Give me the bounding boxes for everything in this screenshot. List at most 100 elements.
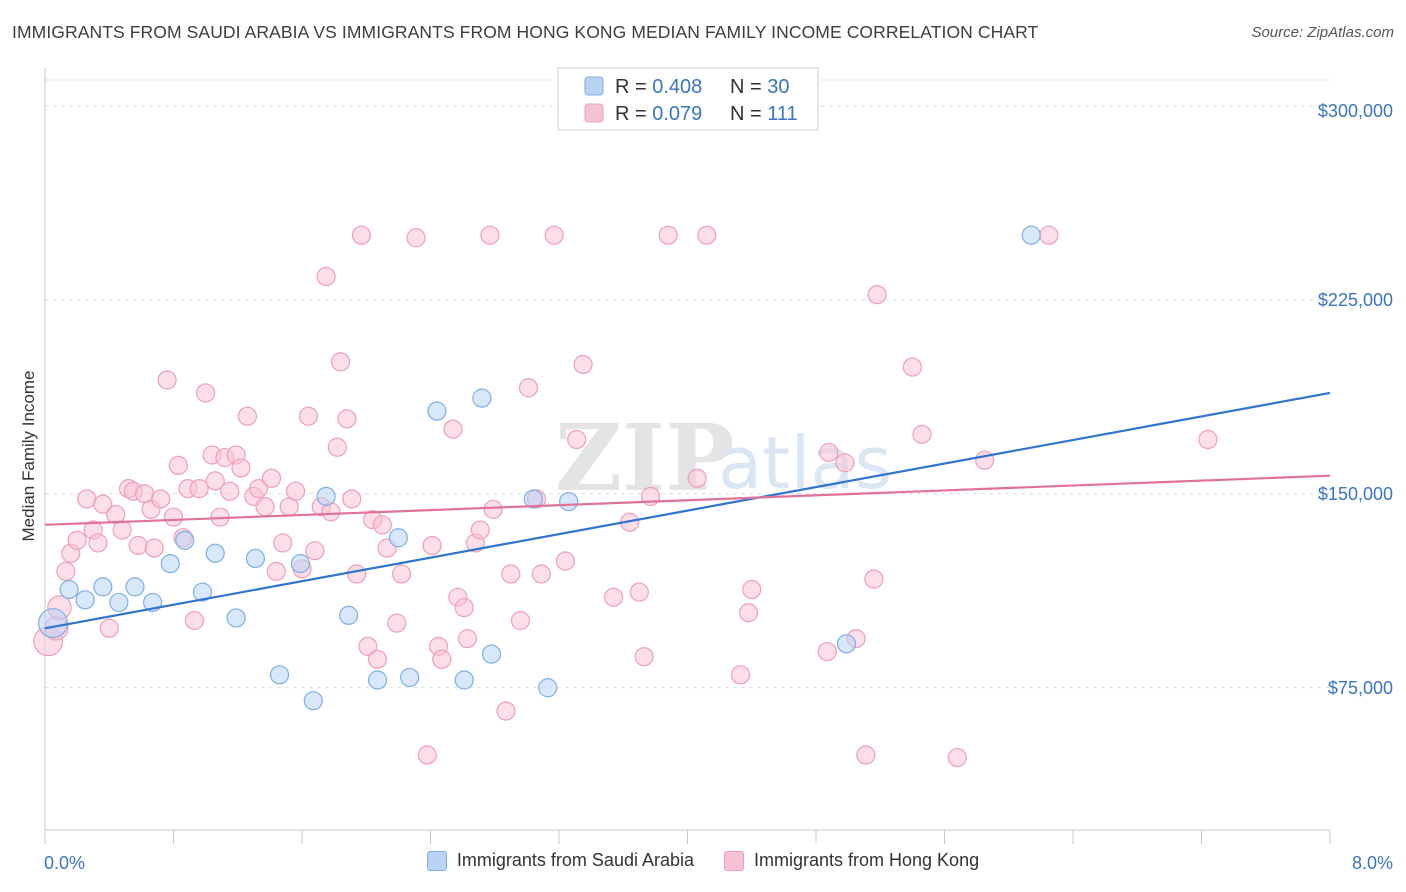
point-saudi-16 xyxy=(316,486,336,506)
point-hongkong-109 xyxy=(1198,429,1218,450)
point-hongkong-107 xyxy=(975,450,995,470)
point-hongkong-70 xyxy=(454,597,474,618)
point-hongkong-95 xyxy=(738,603,759,623)
point-hongkong-55 xyxy=(351,225,372,245)
point-hongkong-5 xyxy=(67,530,87,550)
point-hongkong-88 xyxy=(629,582,649,602)
point-saudi-4 xyxy=(109,592,129,613)
y-tick-label-2: $225,000 xyxy=(1318,290,1393,310)
point-hongkong-73 xyxy=(470,520,490,540)
point-hongkong-82 xyxy=(544,225,564,245)
point-saudi-21 xyxy=(427,401,447,421)
point-hongkong-19 xyxy=(151,489,171,509)
point-hongkong-64 xyxy=(417,745,437,765)
point-hongkong-45 xyxy=(298,406,319,426)
point-saudi-5 xyxy=(125,577,145,597)
point-hongkong-62 xyxy=(391,564,412,584)
point-hongkong-38 xyxy=(255,497,275,517)
point-saudi-9 xyxy=(192,582,213,602)
point-hongkong-104 xyxy=(902,357,922,377)
point-hongkong-34 xyxy=(231,458,251,478)
point-hongkong-105 xyxy=(912,424,932,444)
grid-lines xyxy=(45,79,1330,689)
point-hongkong-8 xyxy=(88,533,108,553)
legend-label-hong-kong: Immigrants from Hong Kong xyxy=(754,850,980,870)
point-hongkong-85 xyxy=(573,354,593,375)
x-tick-label-max: 8.0% xyxy=(1352,853,1393,873)
point-hongkong-58 xyxy=(367,649,388,669)
point-hongkong-20 xyxy=(157,370,177,390)
point-hongkong-92 xyxy=(687,468,707,488)
point-hongkong-22 xyxy=(168,455,188,475)
point-saudi-18 xyxy=(367,670,388,690)
point-saudi-19 xyxy=(388,528,408,548)
legend: Immigrants from Saudi Arabia Immigrants … xyxy=(0,850,1406,871)
point-hongkong-18 xyxy=(144,538,164,558)
series-saudi-arabia-points xyxy=(38,225,1041,711)
point-saudi-3 xyxy=(93,577,113,597)
point-saudi-8 xyxy=(175,530,195,550)
point-saudi-17 xyxy=(338,605,359,625)
point-hongkong-40 xyxy=(266,561,286,581)
point-hongkong-59 xyxy=(372,515,392,535)
point-saudi-10 xyxy=(205,543,225,563)
point-hongkong-32 xyxy=(220,481,240,501)
legend-swatch-blue xyxy=(426,850,447,871)
point-hongkong-75 xyxy=(483,499,503,519)
series-hong-kong-points xyxy=(33,225,1218,768)
point-hongkong-29 xyxy=(205,471,225,491)
trend-line-hongkong xyxy=(44,474,1331,526)
point-hongkong-63 xyxy=(406,228,426,248)
svg-text:N = 111: N = 111 xyxy=(730,103,798,125)
legend-swatch-pink xyxy=(724,850,744,871)
y-axis-label: Median Family Income xyxy=(19,370,38,541)
point-hongkong-106 xyxy=(947,747,967,768)
point-hongkong-79 xyxy=(518,378,539,398)
trend-line-saudi xyxy=(44,391,1331,630)
point-hongkong-78 xyxy=(510,610,531,631)
point-saudi-23 xyxy=(472,388,492,408)
point-hongkong-76 xyxy=(496,701,516,721)
point-hongkong-50 xyxy=(327,437,347,457)
stats-r-label-2: R = xyxy=(615,103,652,125)
point-hongkong-96 xyxy=(742,579,762,600)
svg-text:R = 0.408: R = 0.408 xyxy=(615,76,702,98)
point-hongkong-51 xyxy=(330,352,351,372)
point-hongkong-26 xyxy=(189,479,209,499)
point-saudi-26 xyxy=(538,678,558,698)
trend-lines xyxy=(44,391,1331,630)
point-hongkong-61 xyxy=(387,613,407,633)
y-tick-label-0: $75,000 xyxy=(1328,678,1393,698)
point-hongkong-94 xyxy=(730,665,751,685)
point-hongkong-83 xyxy=(555,551,576,571)
point-hongkong-71 xyxy=(457,629,478,649)
point-saudi-29 xyxy=(1021,225,1041,245)
point-hongkong-27 xyxy=(196,383,216,403)
stats-legend-pink-swatch xyxy=(584,103,604,123)
point-hongkong-52 xyxy=(337,409,357,429)
point-hongkong-74 xyxy=(480,225,500,245)
point-hongkong-108 xyxy=(1039,225,1059,245)
point-saudi-12 xyxy=(245,548,266,569)
point-hongkong-25 xyxy=(184,610,204,631)
point-saudi-28 xyxy=(836,634,857,654)
point-hongkong-21 xyxy=(163,507,184,527)
point-saudi-13 xyxy=(269,665,290,685)
point-hongkong-103 xyxy=(867,285,887,305)
x-tick-labels: 0.0% 8.0% xyxy=(44,853,1393,873)
point-saudi-24 xyxy=(481,644,502,664)
y-tick-labels: $75,000 $150,000 $225,000 $300,000 xyxy=(1318,101,1393,698)
y-tick-label-3: $300,000 xyxy=(1318,101,1393,121)
legend-item-saudi-arabia: Immigrants from Saudi Arabia xyxy=(426,850,694,871)
point-hongkong-93 xyxy=(697,225,717,245)
stats-legend-blue-swatch xyxy=(584,76,604,96)
point-hongkong-86 xyxy=(604,587,624,607)
watermark-atlas: atlas xyxy=(718,421,892,505)
point-hongkong-54 xyxy=(347,564,367,584)
point-hongkong-99 xyxy=(835,453,855,473)
svg-text:R = 0.079: R = 0.079 xyxy=(615,103,702,125)
legend-label-saudi-arabia: Immigrants from Saudi Arabia xyxy=(456,850,694,870)
point-hongkong-35 xyxy=(237,406,257,426)
point-hongkong-81 xyxy=(531,564,551,584)
point-hongkong-15 xyxy=(128,535,148,556)
